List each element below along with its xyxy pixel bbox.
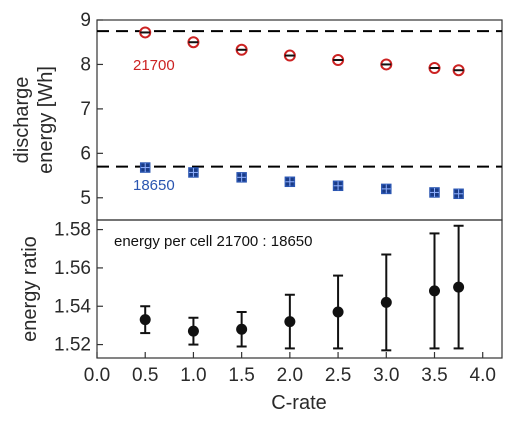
data-point-ratio bbox=[332, 306, 344, 318]
data-point-inner-bar bbox=[188, 41, 199, 44]
x-tick-label: 2.5 bbox=[325, 365, 351, 386]
y-tick-label: 7 bbox=[80, 99, 91, 120]
ticks-group: 0.0 0.5 1.0 1.5 2.0 2.5 3.0 3.5 4.0 5 6 7 8 9 1.52 1.54… bbox=[54, 10, 496, 386]
y-tick-label: 8 bbox=[80, 54, 91, 75]
data-point-ratio bbox=[139, 314, 151, 326]
x-tick-label: 0.0 bbox=[84, 365, 110, 386]
y-tick-label: 6 bbox=[80, 143, 91, 164]
data-point-inner-bar bbox=[381, 63, 392, 66]
x-axis-label: C-rate bbox=[271, 392, 327, 414]
series-label-18650: 18650 bbox=[133, 177, 175, 194]
y-tick-label: 5 bbox=[80, 188, 91, 209]
ratio-annotation: energy per cell 21700 : 18650 bbox=[114, 233, 312, 250]
y-tick-label: 1.52 bbox=[54, 335, 91, 356]
x-tick-label: 3.5 bbox=[421, 365, 447, 386]
y-tick-label: 9 bbox=[80, 10, 91, 31]
x-tick-label: 1.5 bbox=[228, 365, 254, 386]
x-tick-label: 1.0 bbox=[180, 365, 206, 386]
top-ylabel-line1: discharge bbox=[11, 77, 33, 164]
y-tick-label: 1.56 bbox=[54, 258, 91, 279]
data-point-inner-bar bbox=[284, 54, 295, 57]
x-tick-label: 3.0 bbox=[373, 365, 399, 386]
y-tick-label: 1.54 bbox=[54, 296, 91, 317]
y-tick-label: 1.58 bbox=[54, 220, 91, 241]
marks-group bbox=[139, 26, 465, 352]
x-tick-label: 2.0 bbox=[277, 365, 303, 386]
series-label-21700: 21700 bbox=[133, 57, 175, 74]
data-point-ratio bbox=[284, 316, 296, 328]
data-point-ratio bbox=[453, 281, 465, 293]
data-point-ratio bbox=[429, 285, 440, 297]
data-point-ratio bbox=[380, 296, 392, 308]
data-point-inner-bar bbox=[140, 31, 151, 34]
data-point-inner-bar bbox=[333, 59, 344, 61]
data-point-ratio bbox=[187, 325, 199, 337]
x-tick-label: 4.0 bbox=[470, 365, 496, 386]
bottom-panel-frame bbox=[96, 219, 503, 359]
x-tick-label: 0.5 bbox=[132, 365, 158, 386]
data-point-inner-bar bbox=[236, 48, 247, 51]
data-point-ratio bbox=[236, 323, 248, 335]
data-point-inner-bar bbox=[453, 69, 464, 72]
top-ylabel-line2: energy [Wh] bbox=[35, 66, 57, 174]
bottom-ylabel: energy ratio bbox=[19, 236, 41, 342]
data-point-inner-bar bbox=[429, 67, 440, 69]
